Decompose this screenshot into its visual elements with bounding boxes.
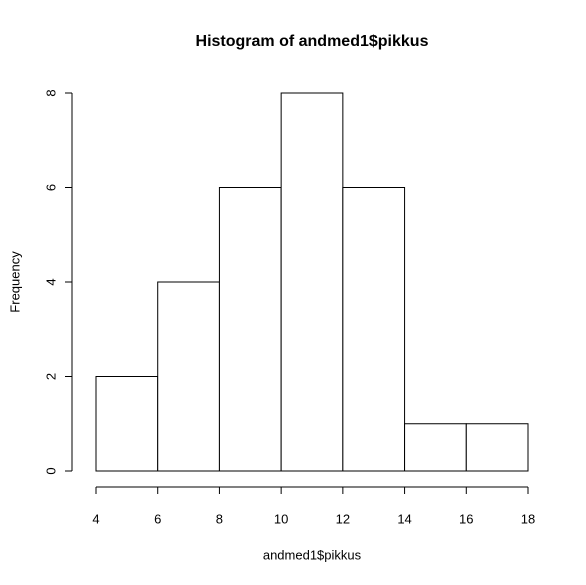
- x-tick-label: 12: [336, 511, 350, 526]
- bar: [95, 376, 159, 472]
- y-tick-label: 0: [43, 467, 58, 474]
- x-tick-label: 18: [521, 511, 535, 526]
- x-tick-label: 10: [274, 511, 288, 526]
- bar: [280, 92, 344, 472]
- y-tick-label: 2: [43, 373, 58, 380]
- bar: [465, 423, 529, 472]
- y-axis-label: Frequency: [7, 251, 22, 313]
- bar: [218, 187, 282, 472]
- x-tick-label: 4: [92, 511, 99, 526]
- y-tick-label: 4: [43, 278, 58, 285]
- chart-title: Histogram of andmed1$pikkus: [196, 33, 429, 50]
- x-tick-label: 14: [397, 511, 411, 526]
- bar: [157, 281, 220, 472]
- x-tick-label: 6: [154, 511, 161, 526]
- y-tick-label: 8: [43, 89, 58, 96]
- y-tick-label: 6: [43, 184, 58, 191]
- bar: [342, 187, 406, 472]
- x-axis-label: andmed1$pikkus: [263, 547, 362, 562]
- x-tick-label: 16: [459, 511, 473, 526]
- x-tick-label: 8: [216, 511, 223, 526]
- bar: [404, 423, 467, 472]
